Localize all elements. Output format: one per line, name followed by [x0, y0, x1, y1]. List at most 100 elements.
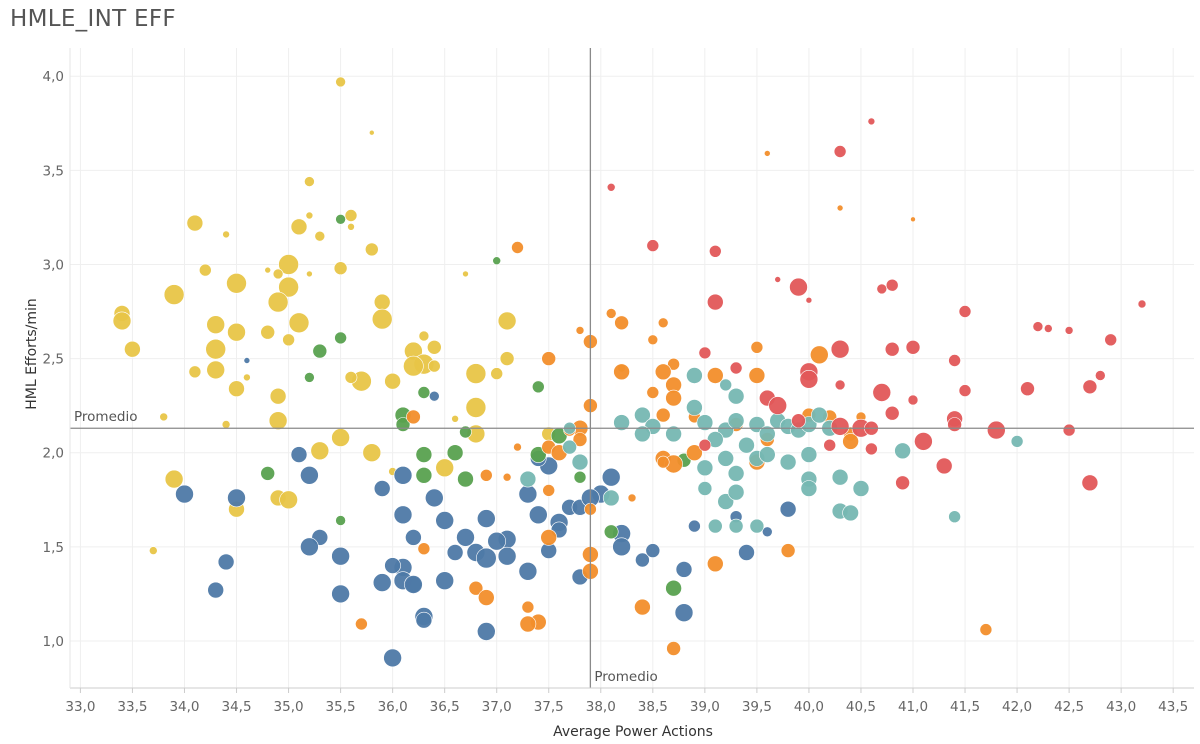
x-tick-label: 39,0 — [690, 699, 720, 715]
scatter-point — [627, 493, 637, 503]
scatter-point — [334, 331, 347, 345]
scatter-point — [542, 484, 556, 497]
scatter-point — [601, 467, 621, 487]
scatter-point — [188, 365, 202, 379]
scatter-point — [603, 524, 619, 540]
scatter-point — [768, 396, 788, 415]
scatter-point — [531, 380, 545, 394]
scatter-point — [686, 399, 703, 416]
scatter-point — [222, 230, 230, 239]
scatter-point — [159, 412, 168, 422]
x-tick-label: 41,0 — [898, 699, 928, 715]
scatter-point — [1082, 379, 1098, 395]
scatter-point — [228, 380, 245, 398]
scatter-point — [688, 519, 701, 533]
scatter-point — [948, 510, 961, 524]
scatter-point — [791, 413, 806, 429]
scatter-point — [476, 509, 496, 528]
scatter-point — [1095, 370, 1106, 381]
scatter-point — [613, 363, 630, 381]
scatter-point — [518, 484, 538, 504]
scatter-point — [774, 276, 782, 283]
scatter-point — [418, 330, 430, 342]
scatter-point — [364, 242, 379, 257]
scatter-point — [707, 518, 723, 534]
scatter-point — [606, 183, 616, 192]
scatter-point — [406, 409, 421, 425]
scatter-point — [1044, 324, 1053, 333]
scatter-point — [384, 372, 401, 390]
x-tick-label: 34,5 — [221, 699, 251, 715]
scatter-point — [513, 442, 522, 452]
scatter-point — [780, 543, 796, 558]
x-tick-label: 43,0 — [1106, 699, 1136, 715]
scatter-point — [221, 420, 231, 429]
scatter-point — [809, 345, 829, 365]
scatter-point — [368, 129, 375, 136]
scatter-point — [335, 76, 346, 88]
scatter-point — [457, 470, 474, 488]
scatter-point — [1010, 435, 1024, 448]
scatter-point — [717, 450, 735, 467]
scatter-point — [1081, 474, 1099, 492]
scatter-point — [823, 438, 837, 452]
scatter-point — [227, 322, 246, 342]
scatter-point — [738, 544, 755, 561]
scatter-point — [602, 489, 620, 507]
scatter-point — [282, 333, 295, 347]
x-tick-label: 36,0 — [378, 699, 408, 715]
scatter-point — [1062, 423, 1076, 437]
scatter-point — [372, 573, 392, 592]
scatter-point — [331, 584, 350, 604]
x-tick-label: 33,0 — [65, 699, 95, 715]
scatter-point — [834, 379, 846, 391]
scatter-point — [986, 420, 1006, 440]
scatter-point — [415, 611, 433, 629]
scatter-point — [459, 425, 472, 439]
scatter-point — [667, 357, 680, 371]
scatter-point — [112, 311, 132, 331]
scatter-point — [541, 351, 557, 366]
scatter-point — [312, 343, 328, 359]
scatter-point — [571, 453, 589, 471]
scatter-point — [446, 544, 464, 561]
scatter-point — [207, 581, 224, 599]
scatter-point — [268, 411, 288, 431]
scatter-point — [895, 475, 910, 491]
scatter-point — [645, 543, 661, 558]
scatter-point — [331, 428, 350, 447]
scatter-point — [562, 439, 577, 455]
scatter-point — [727, 465, 745, 482]
scatter-point — [842, 504, 859, 522]
scatter-point — [243, 357, 251, 364]
axes: 33,0 33,5 34,0 34,5 35,0 35,5 36,0 36,5 37,0 37,5… — [43, 48, 1194, 715]
scatter-point — [186, 214, 204, 232]
scatter-point — [884, 341, 900, 357]
scatter-point — [842, 433, 859, 450]
scatter-point — [706, 293, 724, 311]
scatter-point — [867, 117, 876, 126]
scatter-point — [573, 470, 587, 484]
scatter-point — [175, 484, 194, 504]
scatter-point — [665, 389, 682, 407]
x-axis-title: Average Power Actions — [553, 724, 713, 740]
scatter-point — [885, 278, 899, 292]
scatter-point — [836, 204, 844, 212]
x-tick-label: 43,5 — [1158, 699, 1188, 715]
y-tick-label: 2,0 — [43, 446, 64, 462]
reference-lines: Promedio Promedio — [70, 48, 1194, 688]
scatter-point — [468, 580, 484, 596]
x-tick-label: 35,0 — [274, 699, 304, 715]
scatter-point — [540, 529, 558, 546]
scatter-point — [646, 386, 660, 399]
scatter-point — [415, 446, 433, 463]
scatter-point — [519, 615, 537, 633]
grid — [70, 48, 1194, 688]
scatter-point — [487, 531, 507, 551]
scatter-point — [907, 394, 919, 406]
scatter-point — [958, 305, 972, 318]
scatter-point — [948, 354, 961, 367]
scatter-point — [763, 150, 771, 157]
scatter-point — [717, 493, 735, 510]
